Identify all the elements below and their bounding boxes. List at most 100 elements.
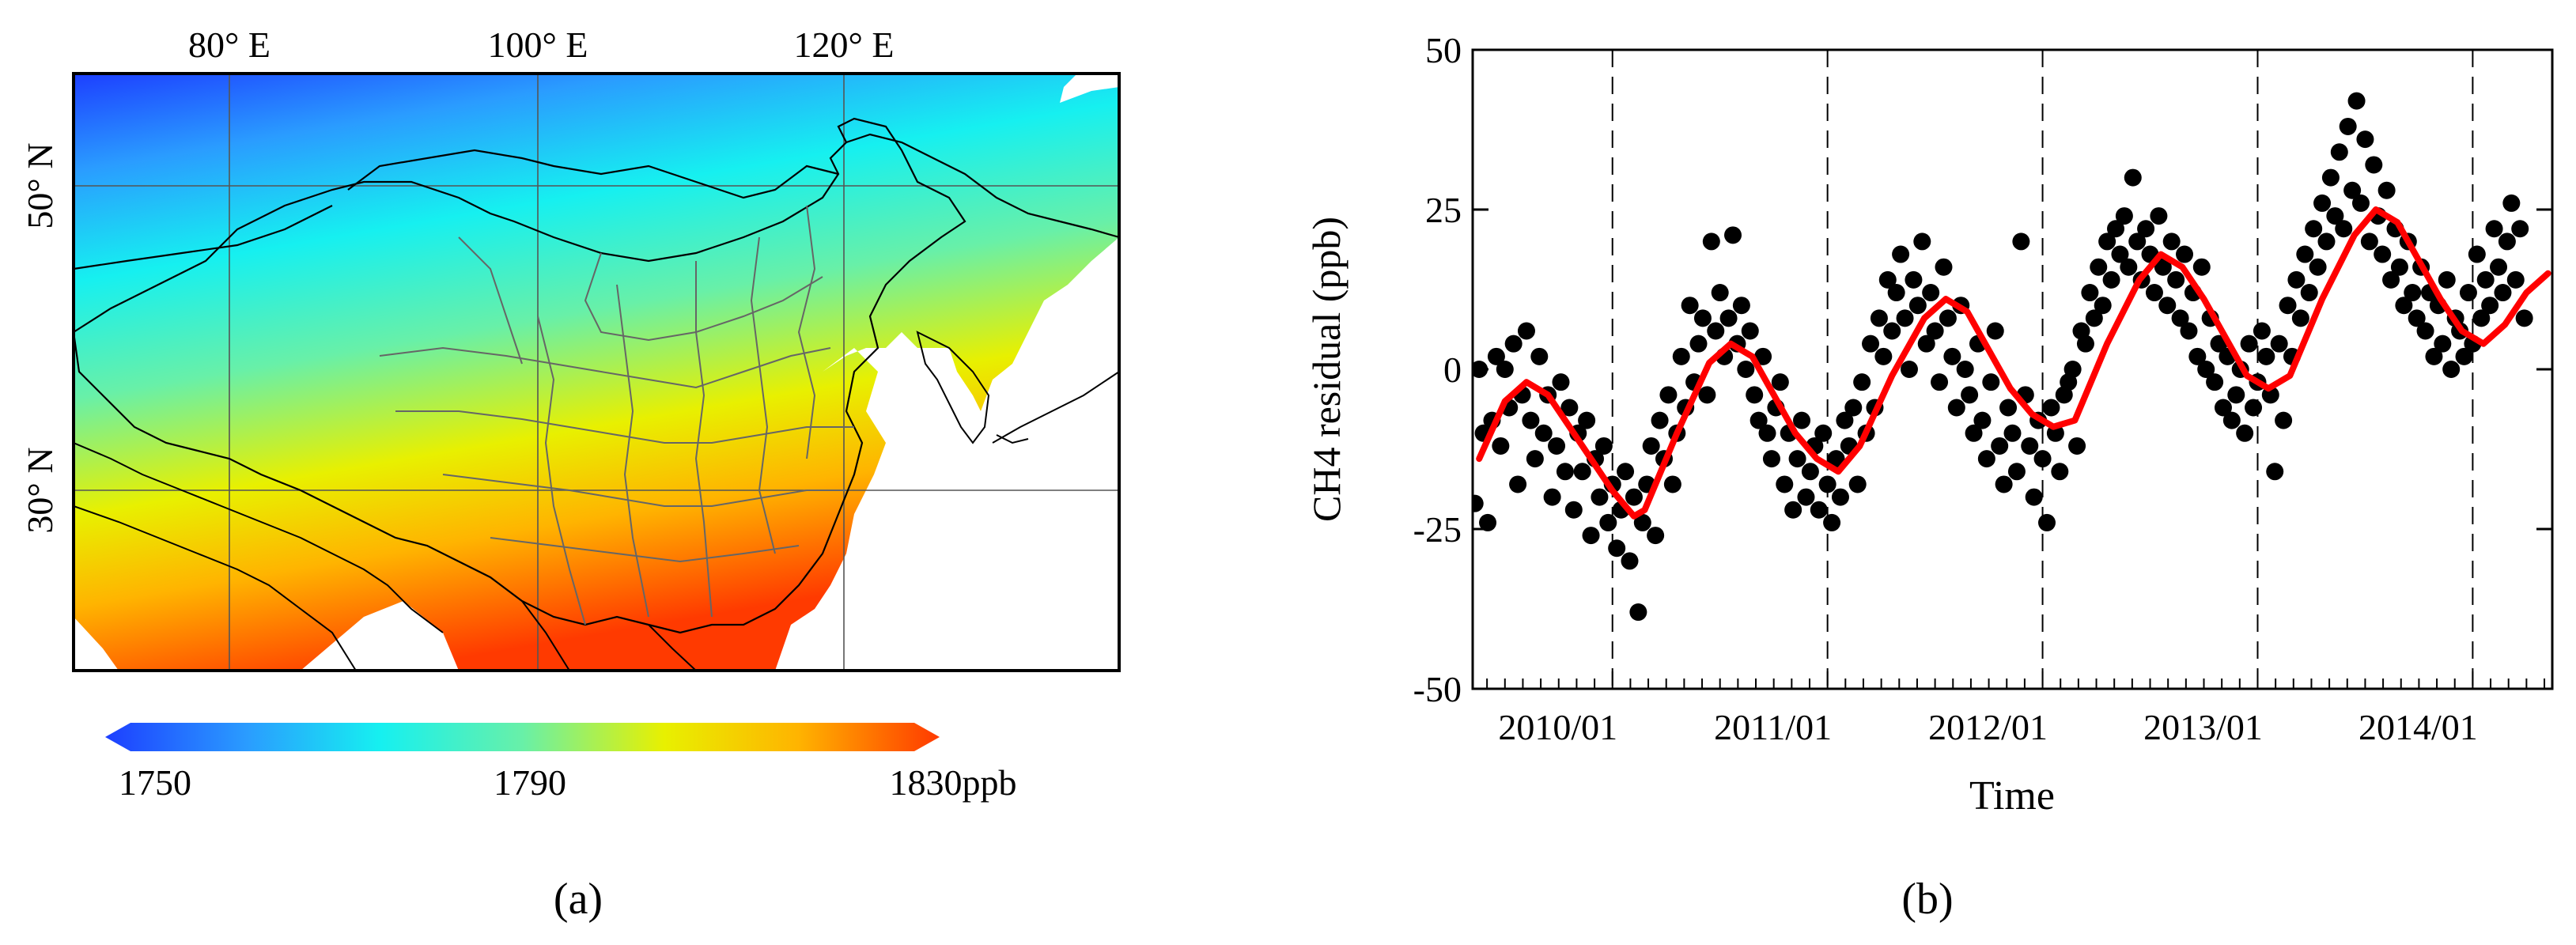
data-point (1991, 437, 2009, 455)
data-point (1479, 513, 1497, 531)
data-point (1599, 513, 1617, 531)
data-point (1862, 335, 1880, 353)
data-point (2472, 309, 2491, 327)
data-point (1810, 501, 1828, 519)
data-point (2120, 258, 2138, 276)
data-point (2240, 335, 2258, 353)
data-point (1776, 475, 1794, 493)
data-point (2343, 181, 2362, 199)
data-point (2102, 270, 2120, 289)
data-point (1746, 386, 1764, 404)
data-point (2107, 220, 2125, 238)
lat-label-30n: 30° N (20, 447, 60, 533)
data-point (1754, 347, 1772, 365)
data-point (1681, 297, 1699, 315)
data-point (1982, 373, 2000, 391)
data-point (1504, 335, 1523, 353)
lon-label-80e: 80° E (188, 25, 270, 65)
data-point (1698, 386, 1716, 404)
data-point (1534, 424, 1553, 442)
data-point (2520, 0, 2537, 9)
data-point (2300, 284, 2318, 302)
data-point (2003, 424, 2022, 442)
plot-frame (1471, 48, 2554, 690)
data-point (2506, 270, 2525, 289)
data-point (1793, 411, 1811, 429)
data-point (2360, 232, 2378, 251)
province-line-2 (395, 410, 854, 444)
data-point (2128, 232, 2147, 251)
data-point (2455, 347, 2473, 365)
province-line-1 (379, 346, 831, 389)
data-point (2537, 0, 2555, 9)
data-point (1473, 494, 1484, 512)
data-point (2076, 335, 2094, 353)
data-point (1908, 297, 1927, 315)
data-point (2377, 181, 2396, 199)
data-point (1771, 373, 1789, 391)
data-point (2068, 437, 2086, 455)
ocean-region-bay (301, 601, 459, 671)
data-point (1659, 386, 1678, 404)
data-point (2494, 284, 2512, 302)
data-point (1594, 437, 1613, 455)
data-point (2180, 322, 2198, 340)
china-border (74, 117, 966, 634)
data-point (1702, 232, 1720, 251)
data-point (2296, 245, 2314, 263)
data-point (2532, 0, 2550, 9)
data-point (1526, 450, 1544, 468)
data-point (1961, 386, 1979, 404)
data-point (2395, 297, 2413, 315)
data-point (1548, 437, 1566, 455)
data-point (2476, 270, 2495, 289)
data-point (1848, 475, 1867, 493)
data-point (2408, 309, 2426, 327)
data-point (2158, 297, 2177, 315)
data-point (2374, 245, 2392, 263)
data-point (1823, 513, 1841, 531)
data-point (2063, 361, 2082, 378)
data-point (1887, 284, 1905, 302)
data-point (1913, 232, 1931, 251)
y-tick-label: 50 (1425, 30, 1462, 70)
data-point (2206, 373, 2224, 391)
data-point (1707, 322, 1725, 340)
data-point (1896, 309, 1914, 327)
data-point (1517, 322, 1535, 340)
data-point (2382, 270, 2400, 289)
ocean-region-japan (1060, 75, 1119, 103)
data-point (1663, 475, 1681, 493)
data-point (1917, 335, 1935, 353)
data-point (1582, 527, 1600, 545)
data-point (2356, 130, 2374, 149)
data-point (2313, 194, 2332, 212)
y-tick-label: -50 (1413, 669, 1462, 709)
province-line-5 (537, 316, 586, 626)
province-line-11 (584, 252, 823, 342)
data-point (1617, 463, 1635, 481)
data-point (2111, 245, 2129, 263)
data-point (1560, 399, 1579, 417)
data-point (2176, 245, 2194, 263)
data-point (1749, 411, 1768, 429)
province-line-8 (750, 236, 776, 554)
data-point (1977, 450, 1995, 468)
fit-curve (1476, 206, 2551, 520)
data-point (1689, 335, 1708, 353)
data-point (2257, 347, 2275, 365)
map-frame (72, 72, 1121, 672)
data-point (1905, 270, 1923, 289)
lon-label-100e: 100° E (488, 25, 588, 65)
chart-panel: 50 25 0 -25 -50 2010/01 2011/01 2012/01 2013/01… (1304, 0, 2555, 924)
data-point (1797, 488, 1815, 506)
data-point (2442, 361, 2461, 378)
data-point (2253, 322, 2271, 340)
data-point (1647, 527, 1665, 545)
kazakh-border (74, 205, 333, 270)
data-point (2335, 220, 2353, 238)
data-point (2275, 411, 2293, 429)
data-point (2321, 168, 2340, 187)
data-point (1591, 488, 1609, 506)
data-point (2529, 0, 2546, 9)
